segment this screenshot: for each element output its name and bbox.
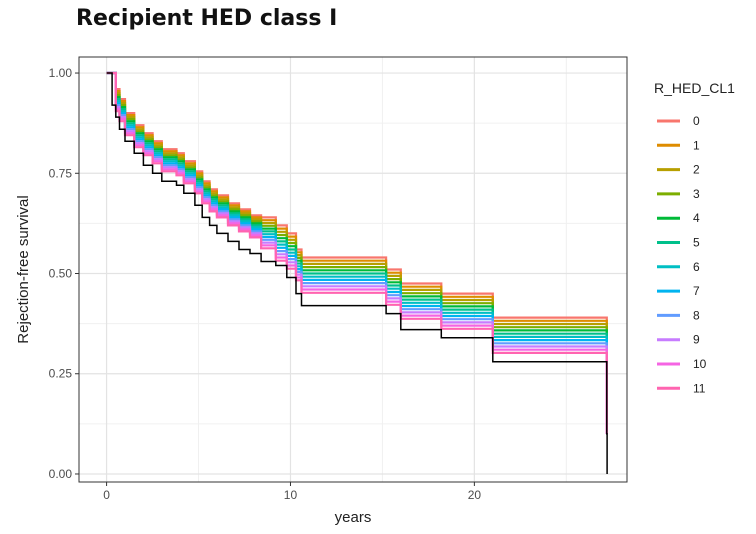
x-axis-title: years xyxy=(335,509,372,526)
y-tick-label: 0.75 xyxy=(49,166,73,180)
y-axis: 0.00 0.25 0.50 0.75 1.00 xyxy=(49,66,79,481)
legend-label-7: 7 xyxy=(693,284,700,298)
legend-title: R_HED_CL1 xyxy=(654,80,735,96)
legend-label-8: 8 xyxy=(693,308,700,322)
y-tick-label: 1.00 xyxy=(49,66,73,80)
overall-survival-line xyxy=(106,72,608,474)
plot-border xyxy=(78,56,628,483)
legend-label-1: 1 xyxy=(693,138,700,152)
figure-title: Recipient HED class I xyxy=(76,6,338,31)
y-axis-title: Rejection-free survival xyxy=(15,195,32,343)
legend-label-11: 11 xyxy=(693,381,706,395)
series-layer xyxy=(106,71,608,474)
y-tick-label: 0.50 xyxy=(49,267,73,281)
legend-label-9: 9 xyxy=(693,333,700,347)
legend-label-4: 4 xyxy=(693,211,700,225)
x-tick-label: 20 xyxy=(468,488,482,502)
x-tick-label: 0 xyxy=(103,488,110,502)
legend-label-2: 2 xyxy=(693,163,700,177)
grid-lines xyxy=(79,57,627,482)
y-tick-label: 0.25 xyxy=(49,367,73,381)
series-line-11 xyxy=(106,71,608,434)
x-axis: 0 10 20 xyxy=(103,482,481,502)
y-tick-label: 0.00 xyxy=(49,467,73,481)
legend: R_HED_CL1 0 1 2 3 4 5 6 7 8 9 10 11 xyxy=(654,80,735,395)
legend-label-5: 5 xyxy=(693,236,700,250)
x-tick-label: 10 xyxy=(284,488,298,502)
legend-label-3: 3 xyxy=(693,187,700,201)
legend-label-10: 10 xyxy=(693,357,707,371)
legend-label-6: 6 xyxy=(693,260,700,274)
legend-label-0: 0 xyxy=(693,114,700,128)
